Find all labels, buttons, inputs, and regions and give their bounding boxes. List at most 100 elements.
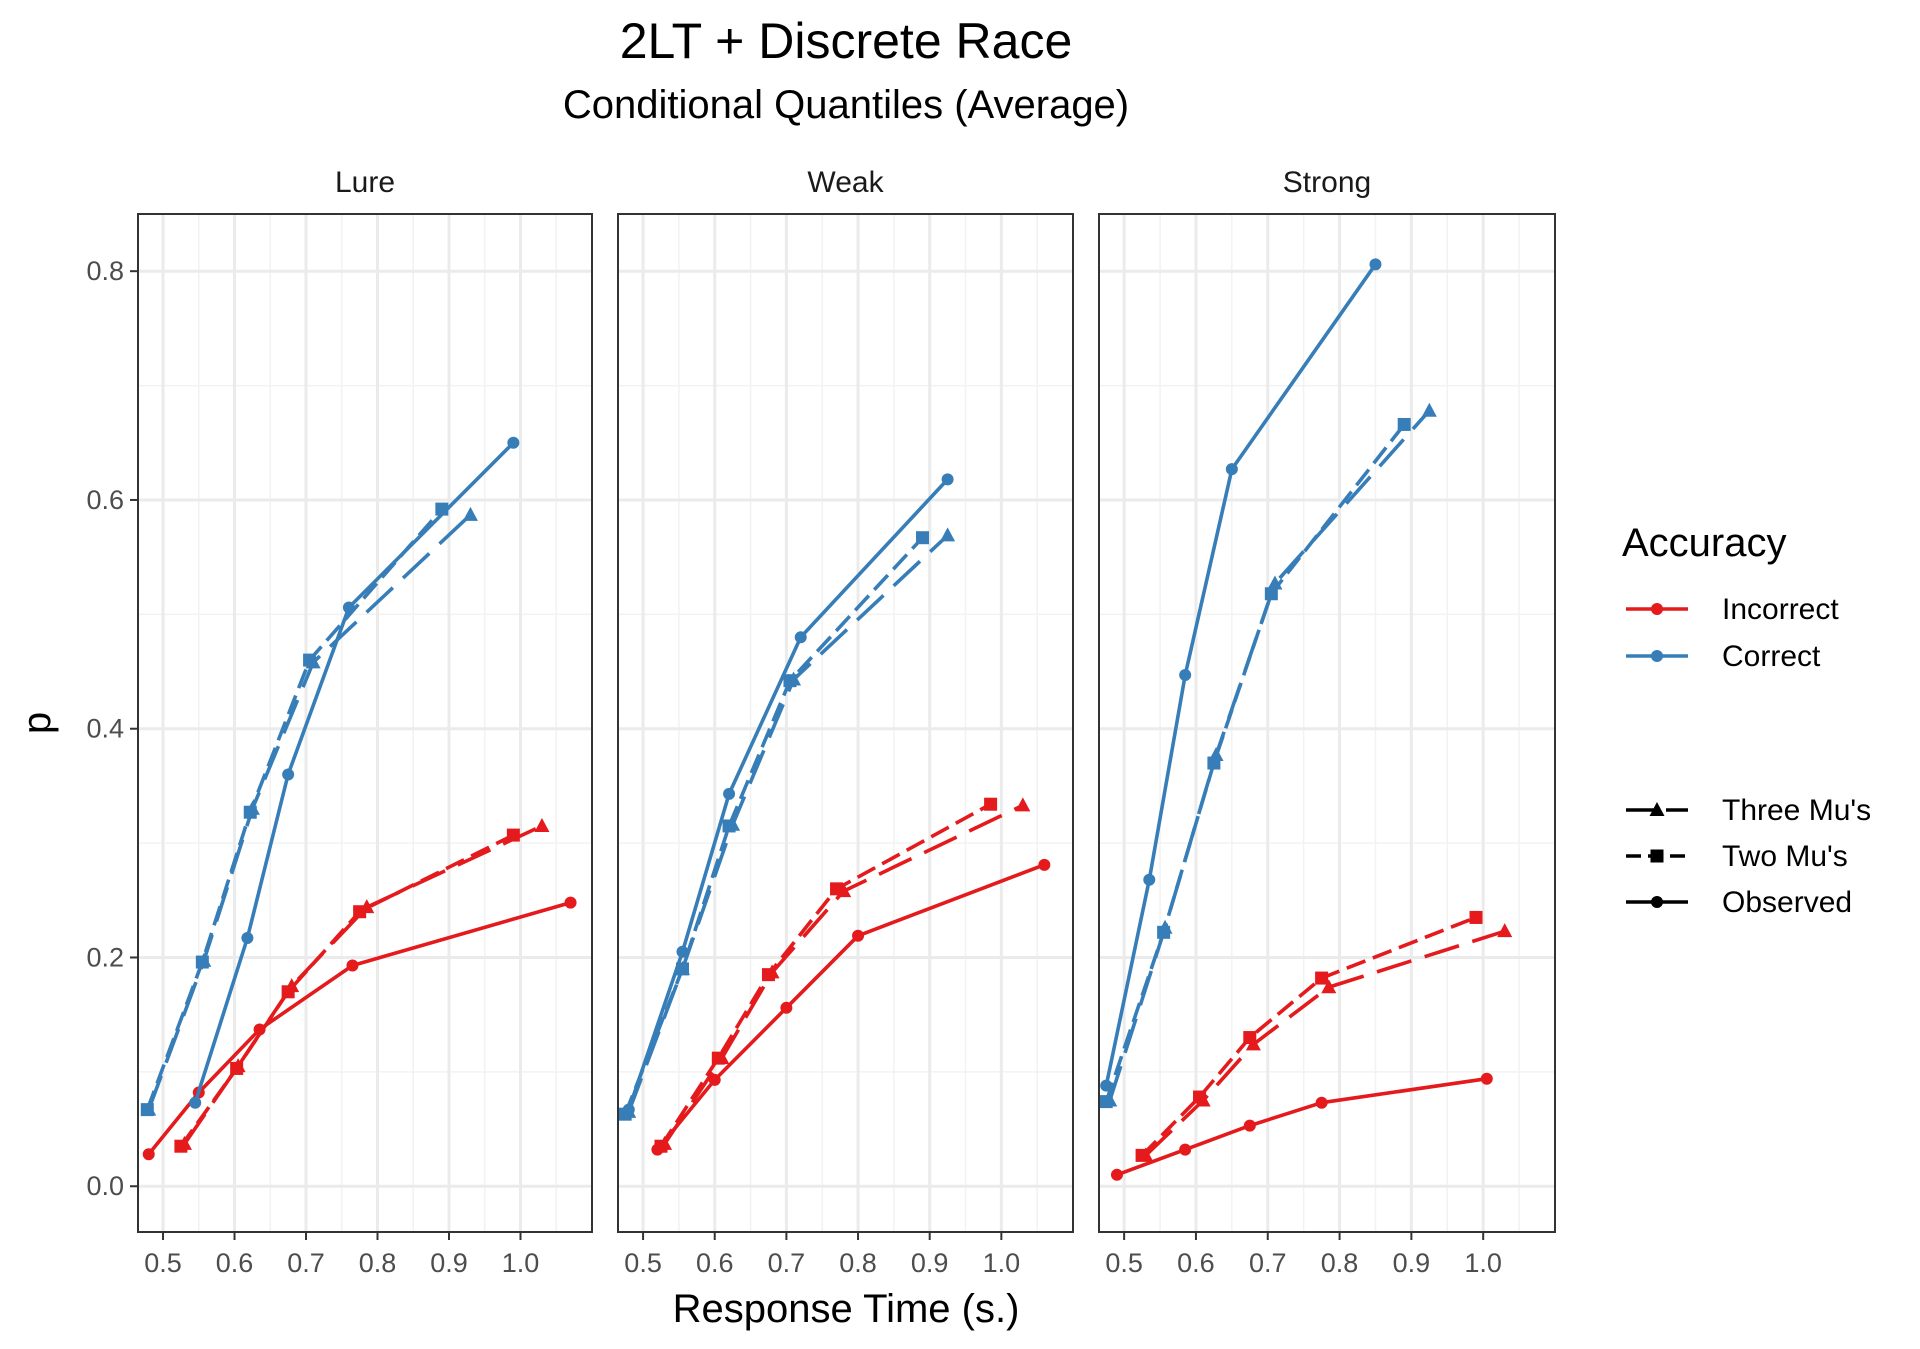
x-tick-label: 0.6	[1177, 1248, 1215, 1278]
x-tick-label: 0.6	[696, 1248, 734, 1278]
data-point-circle	[1143, 873, 1156, 886]
facet-label: Lure	[335, 166, 395, 199]
x-tick-label: 0.8	[839, 1248, 877, 1278]
data-point-circle	[1369, 258, 1382, 271]
data-point-triangle	[141, 1101, 157, 1116]
series-line-incorrect-three-mu-s	[183, 824, 543, 1145]
x-tick-label: 0.8	[359, 1248, 397, 1278]
series-group	[618, 473, 1051, 1156]
data-point-circle	[1179, 1143, 1192, 1156]
legend-label: Observed	[1722, 886, 1852, 919]
panel-weak: Weak 0.5 0.6 0.7 0.8 0.9 1.0	[617, 160, 1074, 1278]
data-point-circle	[723, 787, 736, 800]
gridlines	[1099, 214, 1555, 1232]
data-point-circle	[282, 768, 295, 781]
data-point-triangle	[244, 800, 260, 815]
x-tick-label: 0.7	[287, 1248, 325, 1278]
data-point-circle	[1038, 858, 1051, 871]
data-point-circle	[241, 932, 254, 945]
panel-border	[137, 213, 593, 1233]
data-point-triangle	[1267, 575, 1283, 590]
data-point-triangle	[657, 1135, 673, 1150]
data-point-circle	[941, 473, 954, 486]
data-point-circle	[1225, 463, 1238, 476]
legend-key-point	[1649, 802, 1665, 816]
data-point-circle	[564, 896, 577, 909]
data-point-circle	[708, 1073, 721, 1086]
x-tick-label: 0.5	[144, 1248, 182, 1278]
data-point-triangle	[764, 964, 780, 979]
data-point-square	[984, 797, 998, 811]
data-point-triangle	[674, 960, 690, 975]
panel-lure: Lure 0.5 0.6 0.7 0.8 0.9 1.0	[137, 160, 593, 1278]
data-point-triangle	[462, 506, 478, 521]
data-point-triangle	[230, 1058, 246, 1073]
data-point-triangle	[359, 899, 375, 914]
series-group	[140, 436, 577, 1161]
x-tick-label: 0.9	[911, 1248, 949, 1278]
legend-key-point	[1651, 650, 1663, 662]
data-point-square	[435, 502, 449, 516]
x-tick-label: 0.6	[216, 1248, 254, 1278]
data-point-triangle	[176, 1135, 192, 1150]
legend-key-point	[1650, 849, 1664, 863]
data-point-circle	[852, 929, 865, 942]
data-point-triangle	[1421, 402, 1437, 417]
legend: Accuracy Incorrect Correct Three Mu's Two Mu…	[1622, 521, 1871, 919]
x-tick-label: 0.9	[430, 1248, 468, 1278]
data-point-triangle	[1208, 747, 1224, 762]
series-group	[1099, 258, 1513, 1181]
data-point-triangle	[621, 1103, 637, 1118]
data-point-triangle	[534, 817, 550, 832]
data-point-triangle	[1102, 1092, 1118, 1107]
data-point-triangle	[1245, 1036, 1261, 1051]
panel-border	[617, 213, 1074, 1233]
data-point-circle	[1110, 1168, 1123, 1181]
data-point-circle	[780, 1001, 793, 1014]
data-point-triangle	[786, 671, 802, 686]
data-point-circle	[189, 1096, 202, 1109]
x-tick-label: 0.5	[1105, 1248, 1143, 1278]
x-tick-label: 0.5	[624, 1248, 662, 1278]
x-tick-label: 0.7	[1249, 1248, 1287, 1278]
data-point-triangle	[1321, 979, 1337, 994]
facet-label: Weak	[807, 166, 884, 199]
legend-label: Two Mu's	[1722, 840, 1848, 873]
data-point-triangle	[1497, 923, 1513, 938]
data-point-triangle	[1195, 1092, 1211, 1107]
panel-background	[138, 214, 592, 1232]
x-tick-label: 0.7	[768, 1248, 806, 1278]
panel-border	[1098, 213, 1556, 1233]
data-point-triangle	[1015, 797, 1031, 812]
x-tick-label: 1.0	[983, 1248, 1021, 1278]
panel-strong: Strong 0.5 0.6 0.7 0.8 0.9 1.0	[1098, 160, 1556, 1278]
x-tick-label: 1.0	[502, 1248, 540, 1278]
data-point-triangle	[1157, 919, 1173, 934]
x-tick-label: 0.9	[1393, 1248, 1431, 1278]
data-point-circle	[142, 1148, 155, 1161]
y-tick-label: 0.8	[86, 256, 124, 286]
legend-key-point	[1651, 896, 1663, 908]
legend-label: Three Mu's	[1722, 794, 1871, 827]
x-tick-label: 0.8	[1321, 1248, 1359, 1278]
facet-strip	[618, 160, 1073, 212]
panel-background	[618, 214, 1073, 1232]
legend-label: Correct	[1722, 640, 1821, 673]
y-tick-label: 0.4	[86, 714, 124, 744]
data-point-triangle	[725, 816, 741, 831]
data-point-triangle	[940, 527, 956, 542]
legend-label: Incorrect	[1722, 593, 1839, 626]
x-axis-label: Response Time (s.)	[673, 1287, 1020, 1331]
facet-label: Strong	[1283, 166, 1371, 199]
data-point-circle	[794, 631, 807, 644]
data-point-circle	[1179, 668, 1192, 681]
y-axis-label: p	[15, 712, 59, 734]
y-tick-label: 0.2	[86, 942, 124, 972]
chart-subtitle: Conditional Quantiles (Average)	[563, 83, 1129, 127]
facet-strip	[138, 160, 592, 212]
data-point-triangle	[836, 883, 852, 898]
gridlines	[138, 214, 592, 1232]
legend-key-point	[1651, 603, 1663, 615]
